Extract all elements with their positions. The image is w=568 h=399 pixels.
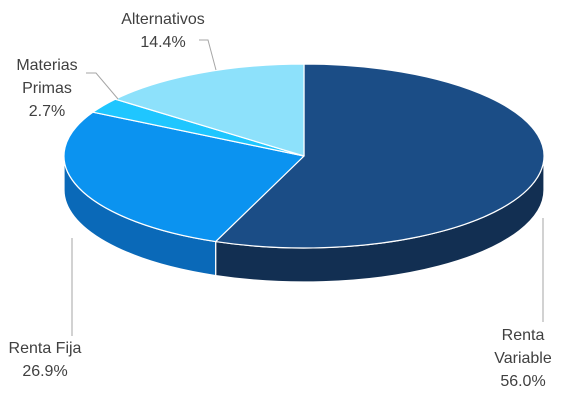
slice-percent-renta-variable: 56.0%	[500, 373, 545, 390]
pie-slice-renta-variable	[215, 63, 545, 249]
slice-labels: Renta Variable 56.0% Renta Fija 26.9% Materia…	[9, 11, 552, 390]
slice-label-renta-variable: Variable	[494, 350, 552, 367]
label-leaders	[71, 39, 544, 336]
pie-slice-alternativos	[114, 63, 305, 157]
slice-label-renta-variable: Renta	[502, 327, 545, 344]
slice-label-alternativos: Alternativos	[121, 11, 205, 28]
pie-slices	[63, 63, 545, 249]
slice-percent-materias-primas: 2.7%	[29, 103, 65, 120]
slice-label-materias-primas: Primas	[22, 80, 72, 97]
slice-percent-alternativos: 14.4%	[140, 34, 185, 51]
leader-line-materias-primas	[86, 72, 119, 100]
pie-slice-renta-fija	[63, 111, 305, 243]
slice-percent-renta-fija: 26.9%	[22, 363, 67, 380]
slice-label-renta-fija: Renta Fija	[9, 340, 82, 357]
slice-label-materias-primas: Materias	[16, 57, 77, 74]
leader-line-alternativos	[199, 39, 217, 71]
